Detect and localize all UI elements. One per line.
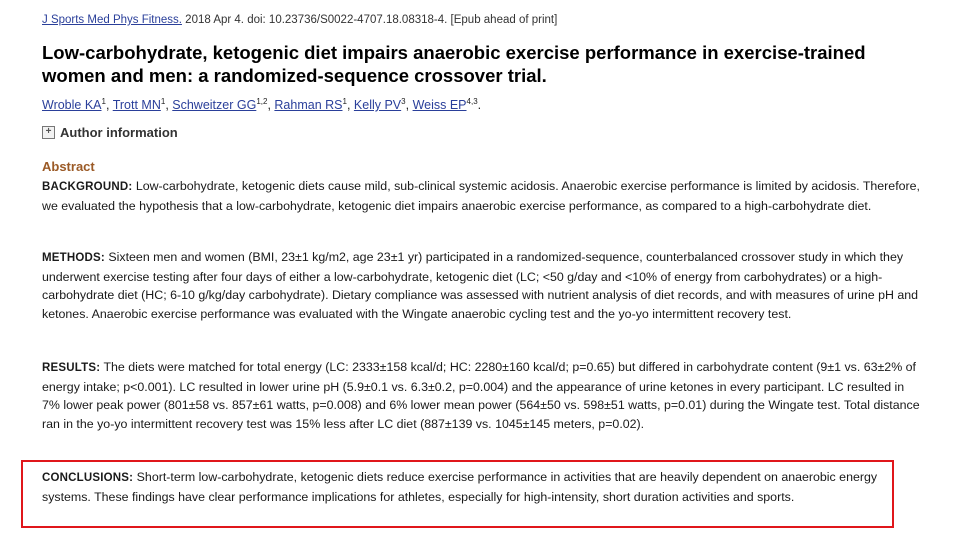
abstract-heading: Abstract	[42, 159, 95, 174]
section-label: CONCLUSIONS:	[42, 472, 134, 484]
author-list: Wroble KA1, Trott MN1, Schweitzer GG1,2,…	[42, 97, 482, 113]
author-link[interactable]: Kelly PV	[353, 98, 402, 113]
author-link[interactable]: Schweitzer GG	[172, 98, 257, 113]
author-affiliation: 3	[401, 97, 406, 106]
author-link[interactable]: Weiss EP	[412, 98, 467, 113]
author-information-label: Author information	[60, 125, 178, 140]
author-affiliation: 1	[101, 97, 106, 106]
citation-line: J Sports Med Phys Fitness. 2018 Apr 4. d…	[42, 14, 557, 26]
author-affiliation: 1,2	[256, 97, 268, 106]
abstract-results: RESULTS: The diets were matched for tota…	[42, 358, 922, 433]
abstract-methods: METHODS: Sixteen men and women (BMI, 23±…	[42, 248, 922, 323]
section-text: Short-term low-carbohydrate, ketogenic d…	[42, 470, 878, 504]
journal-link[interactable]: J Sports Med Phys Fitness.	[42, 14, 182, 26]
author-link[interactable]: Trott MN	[112, 98, 161, 113]
author-link[interactable]: Wroble KA	[42, 98, 102, 113]
conclusions-highlight-box	[21, 460, 894, 528]
section-text: Sixteen men and women (BMI, 23±1 kg/m2, …	[42, 250, 919, 321]
section-label: RESULTS:	[42, 362, 101, 374]
abstract-conclusions: CONCLUSIONS: Short-term low-carbohydrate…	[42, 468, 922, 506]
section-text: Low-carbohydrate, ketogenic diets cause …	[42, 179, 920, 213]
section-label: BACKGROUND:	[42, 181, 133, 193]
abstract-background: BACKGROUND: Low-carbohydrate, ketogenic …	[42, 177, 922, 215]
section-text: The diets were matched for total energy …	[42, 360, 920, 431]
author-affiliation: 1	[160, 97, 166, 106]
author-affiliation: 4,3	[466, 97, 478, 106]
author-information-toggle[interactable]: + Author information	[42, 125, 178, 140]
citation-details: 2018 Apr 4. doi: 10.23736/S0022-4707.18.…	[185, 14, 558, 26]
author-affiliation: 1	[342, 97, 347, 106]
article-title: Low-carbohydrate, ketogenic diet impairs…	[42, 42, 866, 86]
section-label: METHODS:	[42, 252, 105, 264]
plus-icon[interactable]: +	[42, 126, 55, 139]
author-link[interactable]: Rahman RS	[274, 98, 343, 113]
